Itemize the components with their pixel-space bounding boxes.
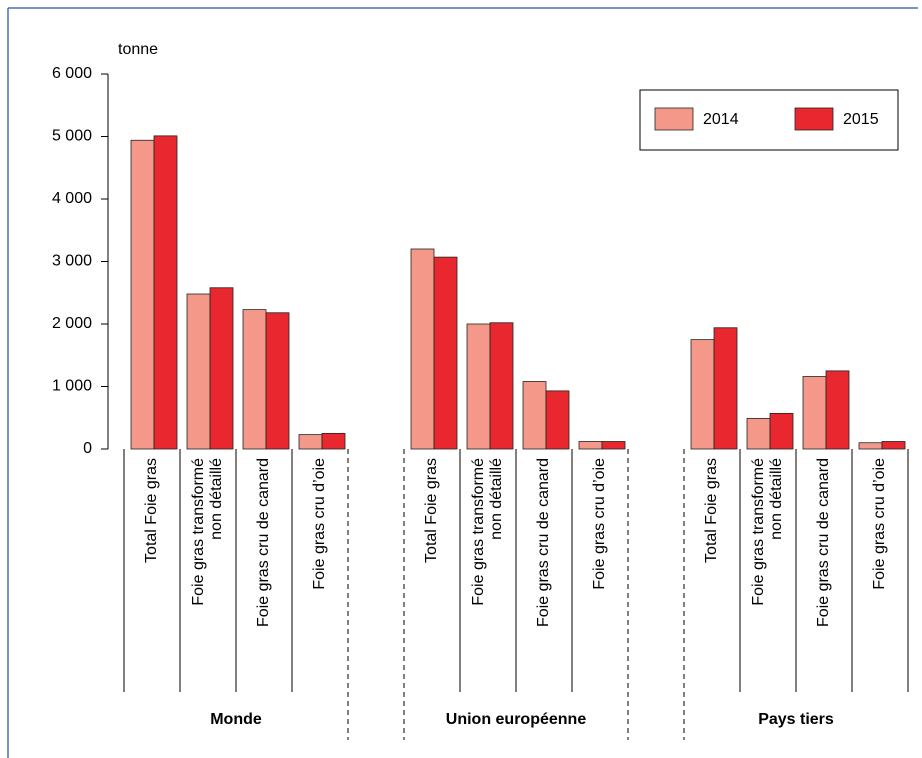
bar [881, 441, 906, 450]
bar [522, 381, 547, 450]
y-tick-label: 1 000 [52, 378, 92, 395]
legend-label: 2014 [703, 111, 739, 128]
x-tick-label: Foie gras transforménon détaillé [190, 458, 225, 606]
x-tick-label: Foie gras cru de canard [535, 458, 552, 627]
x-tick-label: Total Foie gras [423, 458, 440, 563]
x-tick-label: Foie gras cru d’oie [871, 458, 888, 590]
x-tick-label: Foie gras cru d’oie [311, 458, 328, 590]
bar [601, 441, 626, 450]
y-tick-label: 0 [83, 440, 92, 457]
bar [545, 390, 570, 450]
bar [298, 434, 323, 450]
bar [489, 322, 514, 450]
x-tick-label: Total Foie gras [143, 458, 160, 563]
group-label: Pays tiers [758, 711, 834, 728]
y-tick-label: 2 000 [52, 315, 92, 332]
legend-swatch [794, 107, 834, 131]
bar [802, 376, 827, 450]
bar [433, 256, 458, 450]
bar [130, 139, 155, 450]
bar [858, 442, 883, 450]
bar [410, 248, 435, 450]
x-tick-label: Total Foie gras [703, 458, 720, 563]
bar [578, 441, 603, 450]
x-tick-label: Foie gras cru de canard [815, 458, 832, 627]
bar [242, 309, 267, 450]
bar [769, 412, 794, 450]
legend-label: 2015 [843, 111, 879, 128]
y-tick-label: 3 000 [52, 253, 92, 270]
legend-swatch [654, 107, 694, 131]
bar [186, 293, 211, 450]
bar [746, 417, 771, 450]
x-tick-label: Foie gras transforménon détaillé [750, 458, 785, 606]
y-axis-label: tonne [118, 41, 158, 58]
bar [209, 287, 234, 450]
x-tick-label: Foie gras transforménon détaillé [470, 458, 505, 606]
y-tick-label: 5 000 [52, 128, 92, 145]
y-tick-label: 4 000 [52, 190, 92, 207]
group-label: Union européenne [446, 711, 587, 728]
bar [690, 339, 715, 450]
group-label: Monde [210, 711, 262, 728]
x-tick-label: Foie gras cru d’oie [591, 458, 608, 590]
bar [153, 135, 178, 450]
y-tick-label: 6 000 [52, 65, 92, 82]
bar [825, 370, 850, 450]
x-tick-label: Foie gras cru de canard [255, 458, 272, 627]
bar [265, 312, 290, 450]
bar [713, 327, 738, 450]
bar [321, 432, 346, 450]
bar [466, 323, 491, 450]
